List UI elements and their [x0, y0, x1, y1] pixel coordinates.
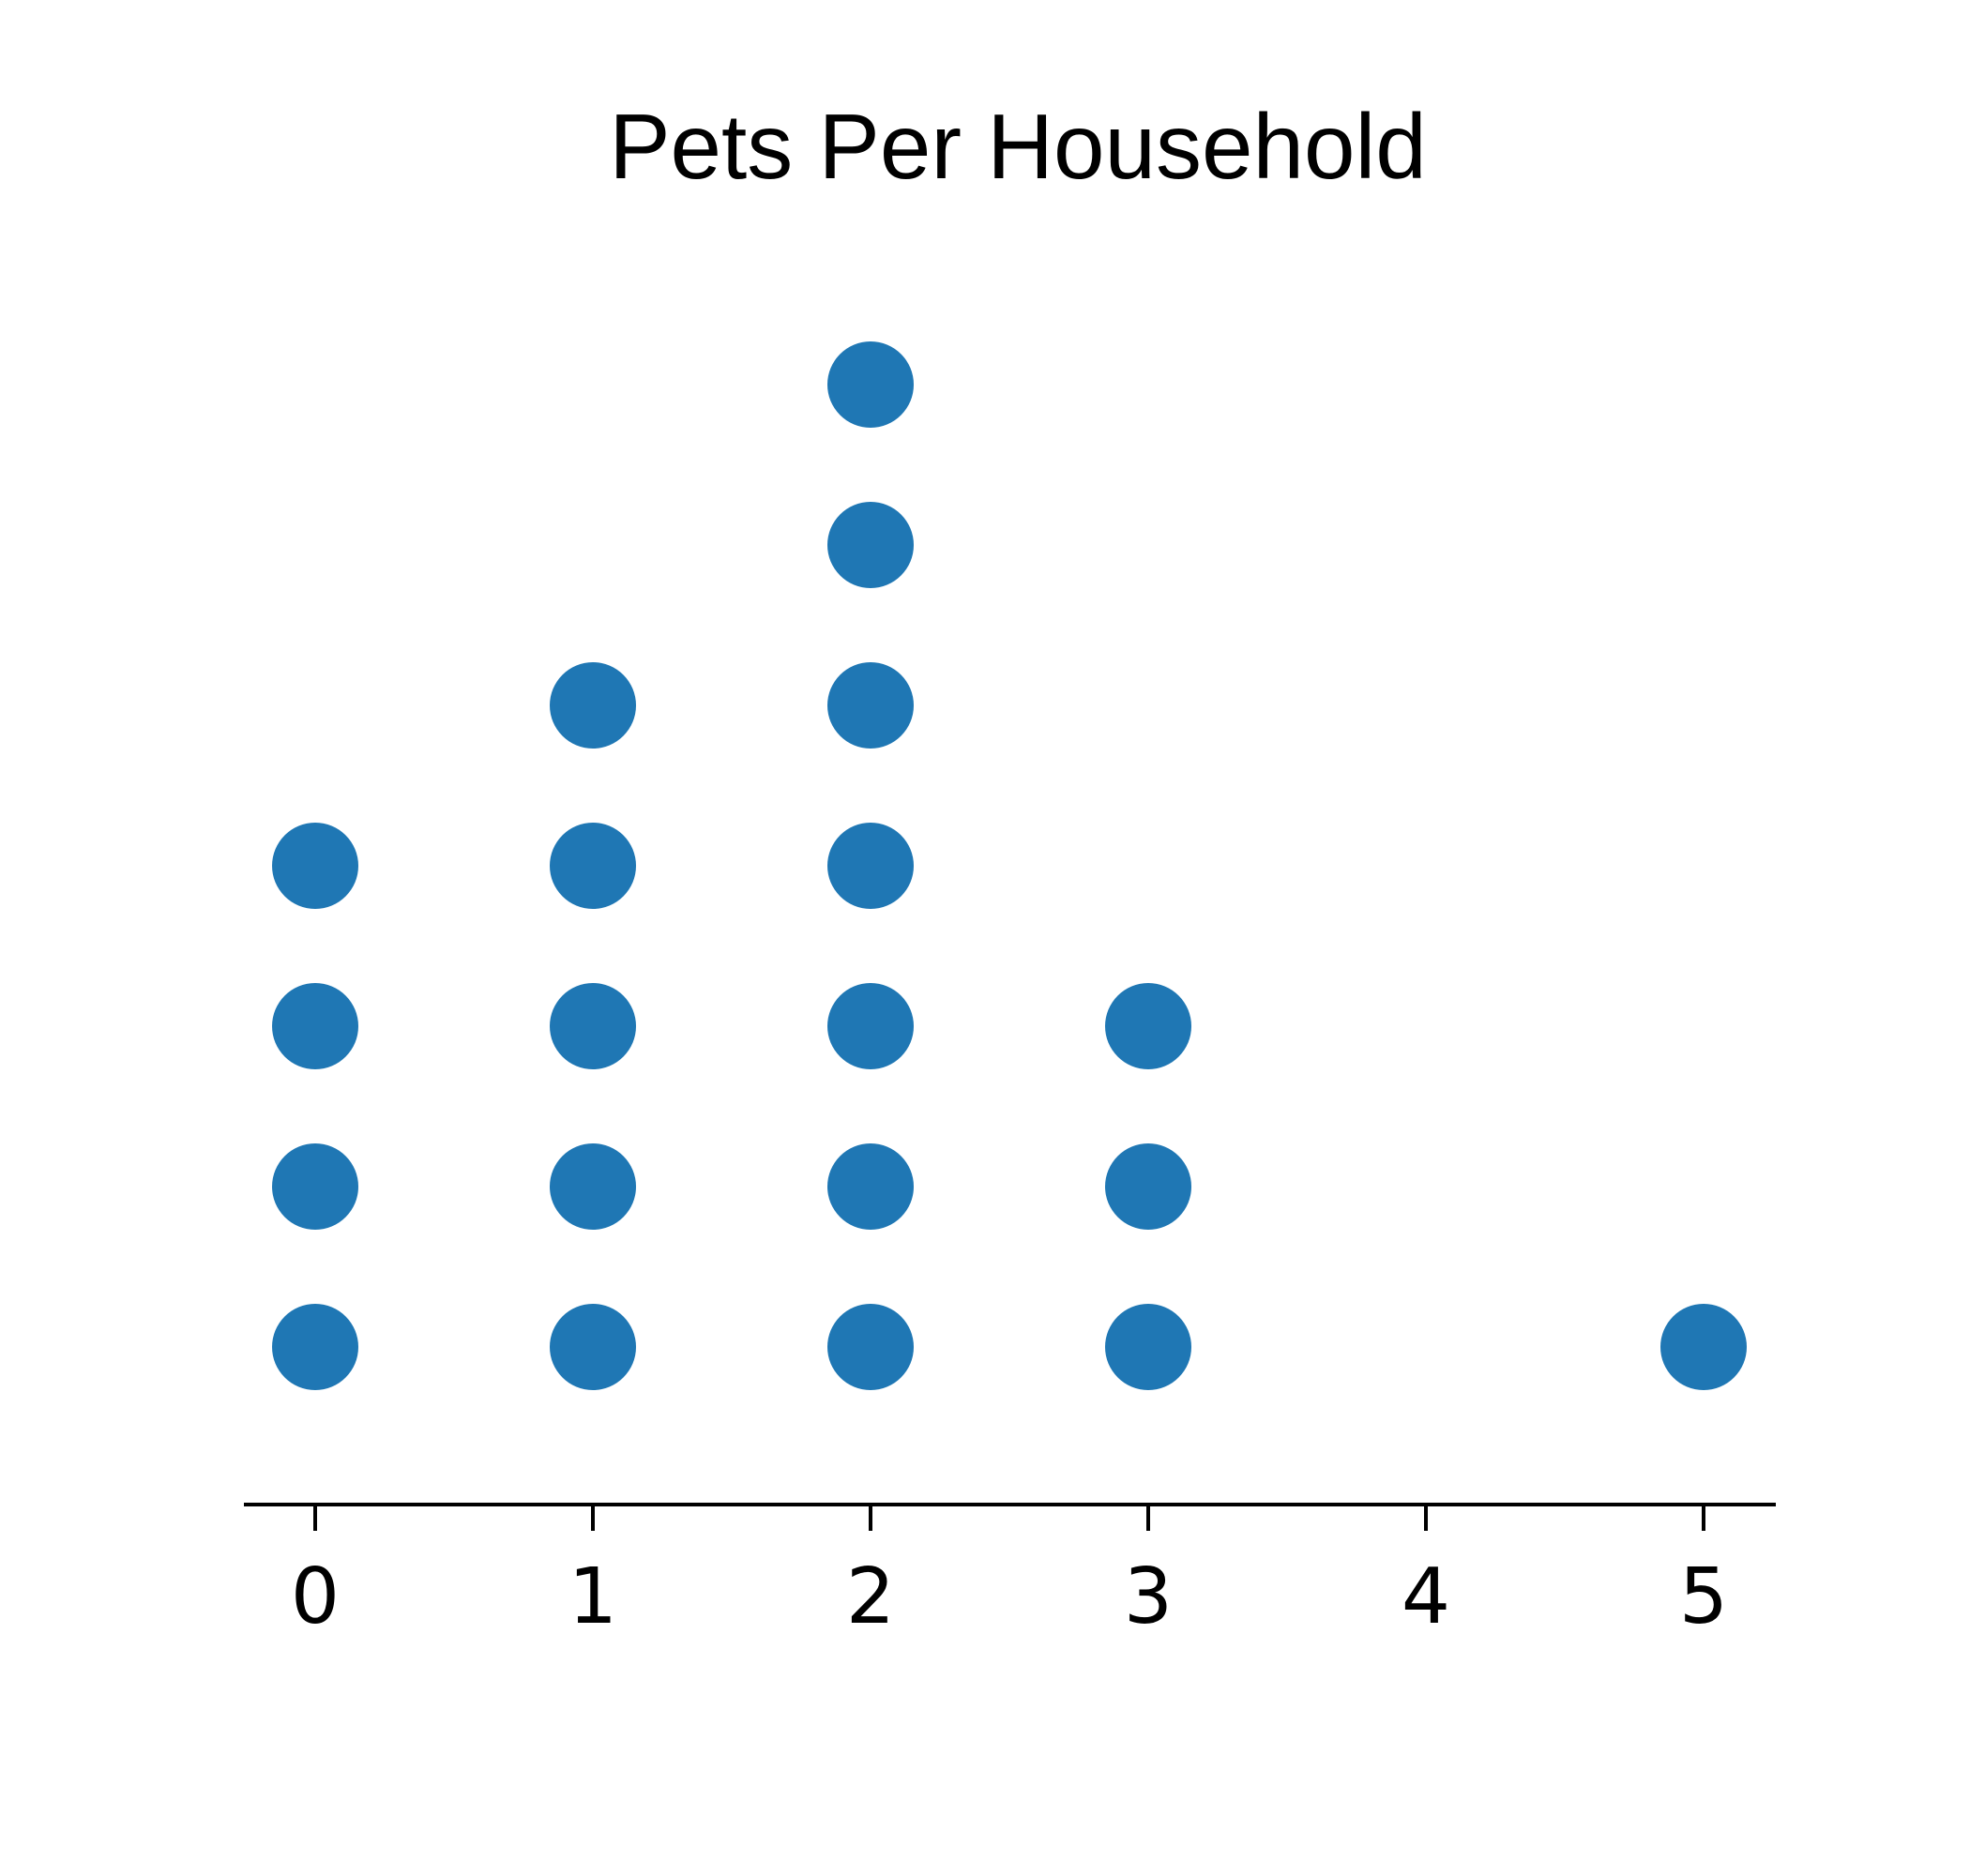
data-dot: [550, 983, 636, 1069]
data-dot: [272, 1143, 358, 1230]
data-dot: [827, 1143, 914, 1230]
data-dot: [550, 1304, 636, 1390]
chart-title: Pets Per Household: [609, 95, 1427, 198]
data-dot: [827, 983, 914, 1069]
x-tick-label: 2: [846, 1552, 895, 1642]
data-dot: [550, 662, 636, 749]
data-dot: [827, 662, 914, 749]
x-tick-label: 4: [1402, 1552, 1450, 1642]
data-dot: [1105, 1143, 1191, 1230]
data-dot: [827, 823, 914, 909]
data-dot: [272, 983, 358, 1069]
data-dot: [1660, 1304, 1747, 1390]
x-tick-label: 0: [291, 1552, 340, 1642]
x-tick-label: 3: [1124, 1552, 1173, 1642]
x-tick-label: 1: [568, 1552, 617, 1642]
data-dot: [827, 341, 914, 428]
x-ticks: 0 1 2 3 4 5: [291, 1505, 1728, 1642]
x-axis: 0 1 2 3 4 5: [244, 1503, 1776, 1642]
data-dot: [827, 502, 914, 588]
data-dot: [272, 823, 358, 909]
dots-layer: [272, 341, 1747, 1390]
x-tick-label: 5: [1679, 1552, 1728, 1642]
data-dot: [827, 1304, 914, 1390]
data-dot: [1105, 983, 1191, 1069]
data-dot: [1105, 1304, 1191, 1390]
data-dot: [550, 823, 636, 909]
data-dot: [550, 1143, 636, 1230]
data-dot: [272, 1304, 358, 1390]
